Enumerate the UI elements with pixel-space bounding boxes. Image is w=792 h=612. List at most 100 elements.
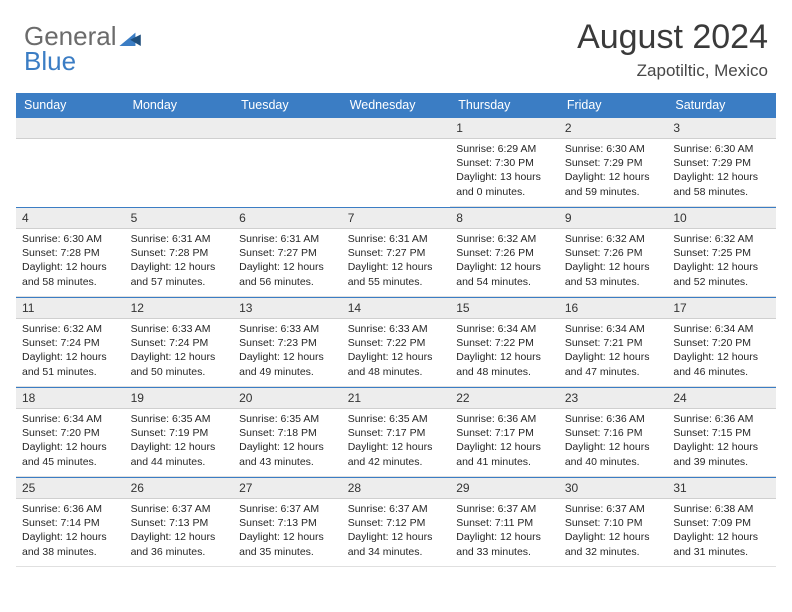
sunrise-line: Sunrise: 6:37 AM — [131, 502, 228, 516]
daylight-line: Daylight: 12 hours and 59 minutes. — [565, 170, 662, 198]
location: Zapotiltic, Mexico — [577, 61, 768, 81]
sunrise-line: Sunrise: 6:32 AM — [565, 232, 662, 246]
logo-text-blue: Blue — [24, 49, 143, 74]
sunrise-line: Sunrise: 6:30 AM — [565, 142, 662, 156]
empty-cell — [233, 117, 342, 207]
day-number: 28 — [342, 478, 451, 498]
daylight-line: Daylight: 12 hours and 47 minutes. — [565, 350, 662, 378]
day-content: Sunrise: 6:36 AMSunset: 7:16 PMDaylight:… — [559, 409, 668, 477]
daylight-line: Daylight: 12 hours and 36 minutes. — [131, 530, 228, 558]
day-cell-26: 26Sunrise: 6:37 AMSunset: 7:13 PMDayligh… — [125, 477, 234, 567]
weekday-row: SundayMondayTuesdayWednesdayThursdayFrid… — [16, 93, 776, 117]
daylight-line: Daylight: 12 hours and 50 minutes. — [131, 350, 228, 378]
daylight-line: Daylight: 12 hours and 35 minutes. — [239, 530, 336, 558]
calendar-body: 1Sunrise: 6:29 AMSunset: 7:30 PMDaylight… — [16, 117, 776, 567]
day-number: 19 — [125, 388, 234, 408]
daylight-line: Daylight: 12 hours and 48 minutes. — [456, 350, 553, 378]
day-content: Sunrise: 6:37 AMSunset: 7:13 PMDaylight:… — [233, 499, 342, 567]
day-content: Sunrise: 6:34 AMSunset: 7:20 PMDaylight:… — [16, 409, 125, 477]
day-number: 10 — [667, 208, 776, 228]
day-cell-10: 10Sunrise: 6:32 AMSunset: 7:25 PMDayligh… — [667, 207, 776, 297]
day-number: 31 — [667, 478, 776, 498]
day-number: 25 — [16, 478, 125, 498]
daylight-line: Daylight: 13 hours and 0 minutes. — [456, 170, 553, 198]
logo-triangle-icon — [119, 30, 143, 49]
sunrise-line: Sunrise: 6:36 AM — [456, 412, 553, 426]
daylight-line: Daylight: 12 hours and 58 minutes. — [22, 260, 119, 288]
day-cell-21: 21Sunrise: 6:35 AMSunset: 7:17 PMDayligh… — [342, 387, 451, 477]
sunrise-line: Sunrise: 6:32 AM — [673, 232, 770, 246]
day-cell-29: 29Sunrise: 6:37 AMSunset: 7:11 PMDayligh… — [450, 477, 559, 567]
sunrise-line: Sunrise: 6:34 AM — [673, 322, 770, 336]
sunset-line: Sunset: 7:09 PM — [673, 516, 770, 530]
day-number: 14 — [342, 298, 451, 318]
daylight-line: Daylight: 12 hours and 51 minutes. — [22, 350, 119, 378]
sunrise-line: Sunrise: 6:37 AM — [565, 502, 662, 516]
calendar-row: 1Sunrise: 6:29 AMSunset: 7:30 PMDaylight… — [16, 117, 776, 207]
sunrise-line: Sunrise: 6:34 AM — [565, 322, 662, 336]
daylight-line: Daylight: 12 hours and 46 minutes. — [673, 350, 770, 378]
day-content: Sunrise: 6:34 AMSunset: 7:22 PMDaylight:… — [450, 319, 559, 387]
day-number: 8 — [450, 208, 559, 228]
day-content: Sunrise: 6:31 AMSunset: 7:28 PMDaylight:… — [125, 229, 234, 297]
day-number: 18 — [16, 388, 125, 408]
day-content: Sunrise: 6:34 AMSunset: 7:21 PMDaylight:… — [559, 319, 668, 387]
sunrise-line: Sunrise: 6:33 AM — [348, 322, 445, 336]
weekday-tuesday: Tuesday — [233, 93, 342, 117]
sunset-line: Sunset: 7:19 PM — [131, 426, 228, 440]
day-cell-1: 1Sunrise: 6:29 AMSunset: 7:30 PMDaylight… — [450, 117, 559, 207]
sunset-line: Sunset: 7:16 PM — [565, 426, 662, 440]
sunrise-line: Sunrise: 6:31 AM — [239, 232, 336, 246]
sunrise-line: Sunrise: 6:34 AM — [22, 412, 119, 426]
day-content: Sunrise: 6:33 AMSunset: 7:22 PMDaylight:… — [342, 319, 451, 387]
day-cell-5: 5Sunrise: 6:31 AMSunset: 7:28 PMDaylight… — [125, 207, 234, 297]
day-number: 26 — [125, 478, 234, 498]
day-number: 22 — [450, 388, 559, 408]
calendar-row: 11Sunrise: 6:32 AMSunset: 7:24 PMDayligh… — [16, 297, 776, 387]
daylight-line: Daylight: 12 hours and 56 minutes. — [239, 260, 336, 288]
sunset-line: Sunset: 7:24 PM — [22, 336, 119, 350]
sunrise-line: Sunrise: 6:35 AM — [348, 412, 445, 426]
empty-cell — [16, 117, 125, 207]
sunset-line: Sunset: 7:27 PM — [348, 246, 445, 260]
sunset-line: Sunset: 7:20 PM — [673, 336, 770, 350]
day-cell-19: 19Sunrise: 6:35 AMSunset: 7:19 PMDayligh… — [125, 387, 234, 477]
daylight-line: Daylight: 12 hours and 52 minutes. — [673, 260, 770, 288]
sunrise-line: Sunrise: 6:33 AM — [239, 322, 336, 336]
day-cell-12: 12Sunrise: 6:33 AMSunset: 7:24 PMDayligh… — [125, 297, 234, 387]
day-number: 2 — [559, 118, 668, 138]
day-content: Sunrise: 6:37 AMSunset: 7:13 PMDaylight:… — [125, 499, 234, 567]
sunset-line: Sunset: 7:22 PM — [348, 336, 445, 350]
sunset-line: Sunset: 7:23 PM — [239, 336, 336, 350]
logo-text-general: General — [24, 24, 117, 49]
sunset-line: Sunset: 7:29 PM — [565, 156, 662, 170]
daylight-line: Daylight: 12 hours and 32 minutes. — [565, 530, 662, 558]
sunrise-line: Sunrise: 6:34 AM — [456, 322, 553, 336]
daylight-line: Daylight: 12 hours and 39 minutes. — [673, 440, 770, 468]
sunset-line: Sunset: 7:29 PM — [673, 156, 770, 170]
empty-cell — [125, 117, 234, 207]
day-content: Sunrise: 6:33 AMSunset: 7:23 PMDaylight:… — [233, 319, 342, 387]
day-content: Sunrise: 6:32 AMSunset: 7:26 PMDaylight:… — [450, 229, 559, 297]
day-content: Sunrise: 6:35 AMSunset: 7:19 PMDaylight:… — [125, 409, 234, 477]
empty-cell — [342, 117, 451, 207]
daylight-line: Daylight: 12 hours and 38 minutes. — [22, 530, 119, 558]
header: GeneralBlue August 2024 Zapotiltic, Mexi… — [0, 0, 792, 93]
day-content: Sunrise: 6:35 AMSunset: 7:18 PMDaylight:… — [233, 409, 342, 477]
calendar-table: SundayMondayTuesdayWednesdayThursdayFrid… — [16, 93, 776, 567]
weekday-thursday: Thursday — [450, 93, 559, 117]
day-number: 24 — [667, 388, 776, 408]
day-content: Sunrise: 6:37 AMSunset: 7:11 PMDaylight:… — [450, 499, 559, 567]
day-cell-25: 25Sunrise: 6:36 AMSunset: 7:14 PMDayligh… — [16, 477, 125, 567]
day-content: Sunrise: 6:30 AMSunset: 7:29 PMDaylight:… — [667, 139, 776, 207]
daylight-line: Daylight: 12 hours and 41 minutes. — [456, 440, 553, 468]
day-content: Sunrise: 6:35 AMSunset: 7:17 PMDaylight:… — [342, 409, 451, 477]
day-content: Sunrise: 6:37 AMSunset: 7:12 PMDaylight:… — [342, 499, 451, 567]
day-number: 17 — [667, 298, 776, 318]
day-content: Sunrise: 6:36 AMSunset: 7:14 PMDaylight:… — [16, 499, 125, 567]
sunset-line: Sunset: 7:22 PM — [456, 336, 553, 350]
weekday-wednesday: Wednesday — [342, 93, 451, 117]
sunrise-line: Sunrise: 6:37 AM — [456, 502, 553, 516]
day-number: 3 — [667, 118, 776, 138]
day-content: Sunrise: 6:36 AMSunset: 7:15 PMDaylight:… — [667, 409, 776, 477]
